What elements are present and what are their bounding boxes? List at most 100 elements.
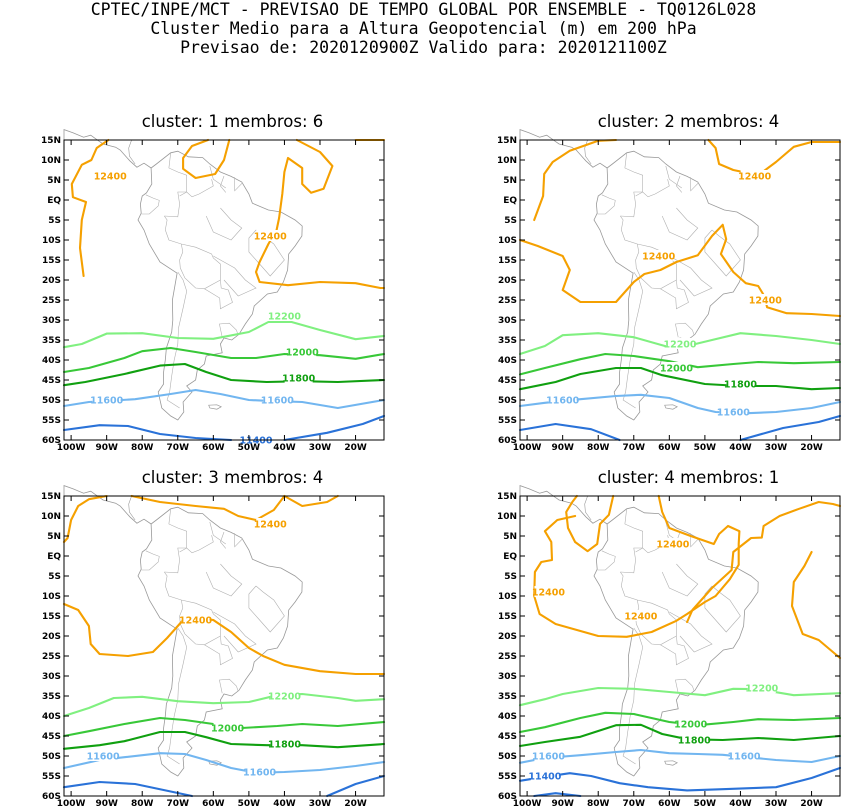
contour-label: 12400 — [738, 172, 771, 183]
lon-tick-label: 70W — [623, 799, 646, 809]
country-border — [624, 152, 643, 197]
lat-tick-label: 10N — [497, 512, 517, 522]
lat-tick-label: 30S — [498, 316, 517, 326]
panel-title: cluster: 4 membros: 1 — [597, 468, 780, 487]
lat-tick-label: 60S — [42, 792, 61, 802]
contour-label: 12400 — [254, 520, 287, 531]
lon-tick-label: 90W — [95, 443, 118, 453]
figure-header: CPTEC/INPE/MCT - PREVISAO DE TEMPO GLOBA… — [0, 0, 847, 57]
contour-layer — [62, 138, 386, 442]
contour-label-layer: 12400 12400 12400 12200 12000 11800 11600 11600… — [528, 538, 779, 783]
contour-label: 11800 — [678, 736, 711, 747]
contour-label: 11600 — [546, 396, 579, 407]
contour-layer — [518, 138, 842, 442]
country-border — [690, 533, 699, 548]
contour-line — [182, 138, 231, 180]
lat-tick-label: 45S — [42, 376, 61, 386]
lon-tick-label: 100W — [513, 443, 542, 453]
contour-line — [62, 602, 386, 676]
contour-line — [70, 138, 110, 278]
lon-tick-label: 30W — [309, 443, 332, 453]
country-border — [209, 521, 226, 545]
header-line-2: Cluster Medio para a Altura Geopotencial… — [150, 19, 697, 38]
lon-tick-label: 90W — [95, 799, 118, 809]
contour-line — [518, 723, 842, 748]
map-plot: 12400 12400 12200 12000 11800 11600 11600 11400… — [41, 129, 386, 453]
map-panel-cluster-1: cluster: 1 membros: 6 12400 12400 12200 120… — [40, 112, 425, 453]
lat-tick-label: 30S — [42, 672, 61, 682]
lat-tick-label: 10N — [41, 512, 61, 522]
lat-tick-label: 15S — [42, 256, 61, 266]
contour-label: 12200 — [745, 684, 778, 695]
lat-tick-label: 20S — [42, 276, 61, 286]
lon-tick-label: 80W — [587, 799, 610, 809]
lon-tick-label: 100W — [513, 799, 542, 809]
country-border — [597, 550, 616, 571]
lon-tick-label: 60W — [202, 799, 225, 809]
lat-tick-label: 5S — [504, 572, 517, 582]
country-border — [660, 279, 689, 310]
central-america-coastline — [519, 485, 608, 525]
lat-tick-label: 35S — [42, 692, 61, 702]
lat-tick-label: 60S — [498, 436, 517, 446]
lon-tick-label: 20W — [800, 443, 823, 453]
contour-label: 12200 — [663, 340, 696, 351]
caribbean-coastline — [128, 495, 136, 521]
lat-tick-label: 15N — [497, 492, 517, 502]
contour-line — [62, 730, 386, 750]
falkland-islands — [208, 404, 222, 410]
contour-label-bg — [92, 394, 121, 405]
contour-line — [62, 716, 386, 738]
contour-line — [518, 748, 842, 764]
contour-line — [62, 752, 386, 774]
lat-tick-label: 15N — [41, 492, 61, 502]
contour-label-bg — [89, 750, 118, 761]
lon-tick-label: 60W — [202, 443, 225, 453]
contour-label-bg — [270, 690, 299, 701]
lat-tick-label: 40S — [42, 356, 61, 366]
map-plot: 12400 12400 12400 12200 12000 11800 11600 11600… — [497, 129, 842, 453]
contour-label-bg — [662, 362, 691, 373]
contour-line — [707, 138, 842, 177]
country-border — [620, 571, 677, 636]
coastline-layer — [519, 129, 759, 421]
caribbean-coastline — [128, 139, 136, 165]
lat-tick-label: 60S — [42, 436, 61, 446]
lat-tick-label: 25S — [42, 296, 61, 306]
contour-label: 12400 — [624, 612, 657, 623]
country-border — [622, 271, 644, 409]
contour-line — [518, 352, 842, 376]
lon-tick-label: 100W — [57, 443, 86, 453]
lat-tick-label: 5N — [47, 532, 61, 542]
contour-line — [62, 362, 386, 387]
country-border — [166, 627, 188, 765]
lon-tick-label: 30W — [309, 799, 332, 809]
lat-tick-label: 15S — [498, 612, 517, 622]
contour-label: 11400 — [239, 436, 272, 447]
map-frame — [519, 139, 841, 441]
contour-label-layer: 12400 12400 12200 12000 11800 11600 11600 11400 — [90, 170, 319, 447]
lon-tick-label: 50W — [238, 443, 261, 453]
lon-tick-label: 100W — [57, 799, 86, 809]
contour-label-bg — [666, 338, 694, 349]
country-border — [661, 563, 699, 597]
country-border — [164, 571, 221, 636]
country-border — [220, 531, 227, 549]
country-border — [669, 611, 713, 653]
central-america-coastline — [63, 129, 152, 169]
country-border — [234, 177, 243, 192]
map-frame — [519, 495, 841, 797]
contour-label-bg — [96, 170, 125, 181]
lon-tick-label: 70W — [623, 443, 646, 453]
lat-tick-label: 40S — [498, 712, 517, 722]
lat-tick-label: EQ — [503, 196, 517, 206]
lat-tick-label: 40S — [498, 356, 517, 366]
lon-tick-label: 80W — [131, 799, 154, 809]
country-border — [219, 322, 239, 338]
contour-line — [533, 792, 582, 798]
contour-line — [283, 414, 386, 442]
lat-tick-label: 35S — [42, 336, 61, 346]
contour-label: 12000 — [674, 720, 707, 731]
lat-tick-label: 55S — [498, 416, 517, 426]
lon-tick-label: 40W — [729, 799, 752, 809]
